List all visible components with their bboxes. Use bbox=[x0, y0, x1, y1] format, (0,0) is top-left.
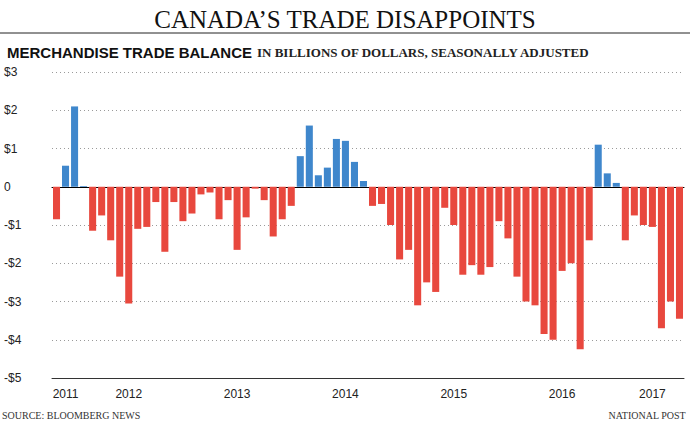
svg-text:IN BILLIONS OF DOLLARS, SEASON: IN BILLIONS OF DOLLARS, SEASONALLY ADJUS… bbox=[257, 45, 589, 60]
svg-text:-$2: -$2 bbox=[4, 256, 22, 270]
svg-text:2016: 2016 bbox=[549, 387, 576, 401]
svg-text:$2: $2 bbox=[4, 103, 18, 117]
svg-text:-$5: -$5 bbox=[4, 371, 22, 385]
svg-text:$3: $3 bbox=[4, 65, 18, 79]
svg-text:CANADA’S TRADE DISAPPOINTS: CANADA’S TRADE DISAPPOINTS bbox=[154, 6, 536, 33]
svg-text:2014: 2014 bbox=[332, 387, 359, 401]
svg-text:2011: 2011 bbox=[53, 387, 79, 401]
svg-text:-$3: -$3 bbox=[4, 295, 22, 309]
svg-text:SOURCE: BLOOMBERG NEWS: SOURCE: BLOOMBERG NEWS bbox=[2, 410, 140, 421]
svg-text:NATIONAL POST: NATIONAL POST bbox=[609, 410, 686, 421]
svg-text:-$1: -$1 bbox=[4, 218, 22, 232]
svg-text:2017: 2017 bbox=[639, 387, 666, 401]
svg-text:2013: 2013 bbox=[224, 387, 251, 401]
svg-text:MERCHANDISE TRADE BALANCE: MERCHANDISE TRADE BALANCE bbox=[7, 44, 252, 61]
svg-text:$1: $1 bbox=[4, 142, 18, 156]
svg-text:0: 0 bbox=[4, 180, 11, 194]
svg-text:2015: 2015 bbox=[440, 387, 467, 401]
svg-text:2012: 2012 bbox=[115, 387, 142, 401]
svg-text:-$4: -$4 bbox=[4, 333, 22, 347]
